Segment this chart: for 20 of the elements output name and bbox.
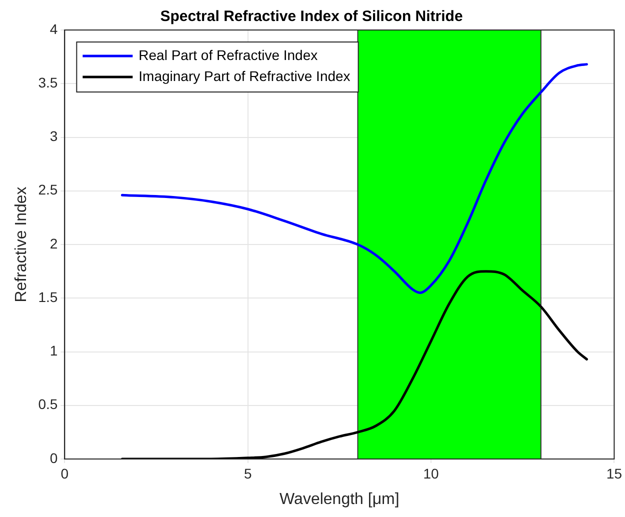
y-tick-label: 0.5: [38, 396, 58, 412]
line-series: [120, 270, 588, 459]
y-tick-label: 4: [50, 20, 58, 37]
y-tick-label: 1.5: [38, 288, 58, 305]
y-tick-label: 3.5: [38, 74, 58, 90]
x-tick-label: 5: [244, 465, 252, 482]
x-axis-title: Wavelength [μm]: [280, 490, 400, 508]
y-tick-label: 2.5: [38, 182, 58, 198]
y-tick-label: 2: [50, 235, 58, 252]
y-tick-label: 1: [50, 342, 58, 359]
line-series: [120, 63, 588, 294]
legend-label: Real Part of Refractive Index: [138, 46, 318, 63]
y-axis-title: Refractive Index: [13, 186, 30, 302]
x-tick-label: 15: [606, 465, 622, 482]
y-tick-label: 0: [50, 450, 58, 466]
x-tick-label: 0: [60, 465, 69, 482]
x-tick-label: 10: [423, 465, 440, 482]
chart-title: Spectral Refractive Index of Silicon Nitride: [160, 8, 463, 26]
y-tick-label: 3: [50, 128, 58, 144]
legend-label: Imaginary Part of Refractive Index: [138, 68, 350, 84]
